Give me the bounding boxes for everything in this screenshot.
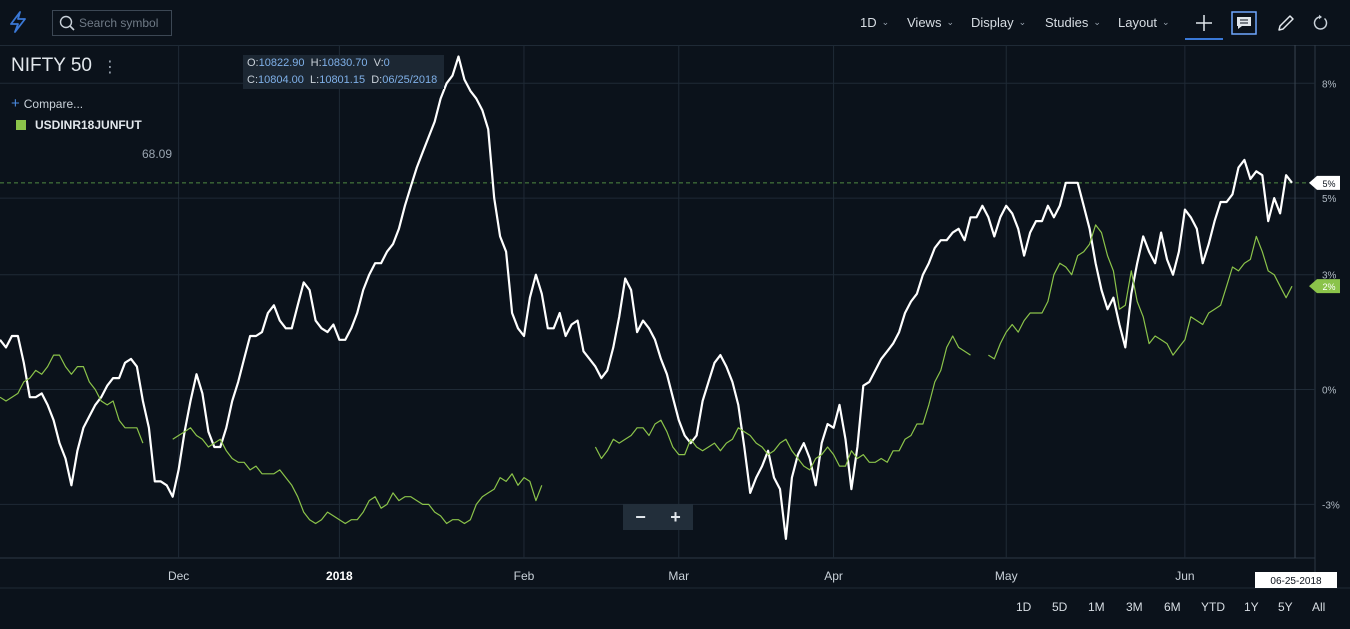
x-axis: Dec 2018 Feb Mar Apr May Jun 06-25-2018 xyxy=(168,569,1337,588)
chevron-down-icon: ⌄ xyxy=(881,17,890,27)
legend-series-name: USDINR18JUNFUT xyxy=(35,118,142,132)
views-menu[interactable]: Views ⌄ xyxy=(907,0,954,45)
zoom-out-button[interactable]: − xyxy=(635,506,646,527)
pencil-icon xyxy=(1278,15,1294,31)
views-label: Views xyxy=(907,15,942,30)
range-ytd[interactable]: YTD xyxy=(1201,600,1225,614)
compare-button[interactable]: + Compare... xyxy=(11,95,83,112)
range-3m[interactable]: 3M xyxy=(1126,600,1143,614)
open-label: O: xyxy=(247,57,259,69)
date-label: D: xyxy=(371,74,383,86)
close-value: 10804.00 xyxy=(258,74,304,86)
chevron-down-icon: ⌄ xyxy=(1093,17,1101,27)
low-label: L: xyxy=(310,74,320,86)
x-tick-label: Mar xyxy=(668,569,689,583)
ohlc-row-2: C:10804.00 L:10801.15 D:06/25/2018 xyxy=(247,72,444,89)
draw-button[interactable] xyxy=(1275,10,1297,36)
range-5y[interactable]: 5Y xyxy=(1278,600,1293,614)
range-all[interactable]: All xyxy=(1312,600,1326,614)
last-value-label: 2% xyxy=(1322,282,1335,292)
last-value-markers: 5% 2% xyxy=(1309,175,1340,294)
display-menu[interactable]: Display ⌄ xyxy=(971,0,1026,45)
range-6m[interactable]: 6M xyxy=(1164,600,1181,614)
studies-label: Studies xyxy=(1045,15,1089,30)
chart-series xyxy=(0,55,1293,540)
interval-label: 1D xyxy=(860,15,877,30)
crosshair-icon xyxy=(1196,15,1212,31)
legend-swatch xyxy=(16,120,26,130)
interval-dropdown[interactable]: 1D ⌄ xyxy=(860,0,889,45)
high-label: H: xyxy=(310,57,322,69)
range-1y[interactable]: 1Y xyxy=(1244,600,1259,614)
zoom-in-button[interactable]: + xyxy=(670,506,681,527)
usdinr-last-marker xyxy=(1309,279,1340,294)
chat-button[interactable] xyxy=(1231,10,1257,36)
date-value: 06/25/2018 xyxy=(382,74,438,86)
y-tick-label: 8% xyxy=(1322,79,1337,90)
x-tick-label: Dec xyxy=(168,569,189,583)
compare-label: Compare... xyxy=(23,97,84,111)
x-tick-label: Apr xyxy=(824,569,843,583)
legend-value: 68.09 xyxy=(142,147,173,161)
nifty-last-marker xyxy=(1309,175,1340,190)
ohlc-tooltip: O:10822.90 H:10830.70 V:0 C:10804.00 L:1… xyxy=(243,55,444,89)
refresh-icon xyxy=(1313,14,1328,30)
last-date-label: 06-25-2018 xyxy=(1270,576,1322,587)
lightning-logo-icon[interactable] xyxy=(8,11,28,33)
y-tick-label: -3% xyxy=(1322,500,1340,511)
zoom-controls: − + xyxy=(623,504,693,530)
plus-icon: + xyxy=(11,95,20,112)
search-icon xyxy=(59,15,75,31)
open-value: 10822.90 xyxy=(258,57,305,69)
ohlc-row-1: O:10822.90 H:10830.70 V:0 xyxy=(247,55,444,72)
display-label: Display xyxy=(971,15,1014,30)
x-tick-label: May xyxy=(995,569,1018,583)
y-tick-label: 3% xyxy=(1322,271,1337,282)
high-value: 10830.70 xyxy=(321,57,368,69)
layout-label: Layout xyxy=(1118,15,1158,30)
y-tick-label: 0% xyxy=(1322,386,1337,397)
volume-label: V: xyxy=(373,57,384,69)
range-1m[interactable]: 1M xyxy=(1088,600,1105,614)
chart-title: NIFTY 50 xyxy=(11,55,92,76)
chevron-down-icon: ⌄ xyxy=(946,17,954,27)
y-tick-label: 5% xyxy=(1322,194,1337,205)
chevron-down-icon: ⌄ xyxy=(1018,17,1027,27)
chevron-down-icon: ⌄ xyxy=(1162,17,1170,27)
usdinr-line xyxy=(0,224,1293,525)
x-tick-label: Feb xyxy=(514,569,535,583)
low-value: 10801.15 xyxy=(319,74,366,86)
active-tool-indicator xyxy=(1185,38,1223,40)
range-5d[interactable]: 5D xyxy=(1052,600,1068,614)
range-1d[interactable]: 1D xyxy=(1016,600,1032,614)
x-tick-label: Jun xyxy=(1175,569,1194,583)
more-options-icon[interactable]: ⋮ xyxy=(102,59,118,76)
nifty-line xyxy=(0,55,1293,540)
volume-value: 0 xyxy=(383,57,390,69)
last-date-box xyxy=(1255,572,1337,588)
y-axis: 8% 5% 3% 0% -3% xyxy=(1322,79,1340,511)
top-toolbar: 1D ⌄ Views ⌄ Display ⌄ Studies ⌄ Layout ⌄ xyxy=(0,0,1350,46)
layout-menu[interactable]: Layout ⌄ xyxy=(1118,0,1170,45)
crosshair-button[interactable] xyxy=(1192,10,1216,36)
symbol-search-box[interactable] xyxy=(52,10,172,36)
reset-button[interactable] xyxy=(1310,10,1330,36)
x-tick-label: 2018 xyxy=(326,569,353,583)
studies-menu[interactable]: Studies ⌄ xyxy=(1045,0,1101,45)
close-label: C: xyxy=(247,74,258,86)
last-value-label: 5% xyxy=(1322,179,1335,189)
chat-icon xyxy=(1231,11,1257,35)
legend-item-usdinr[interactable]: USDINR18JUNFUT xyxy=(16,118,142,132)
search-input[interactable] xyxy=(75,16,167,30)
